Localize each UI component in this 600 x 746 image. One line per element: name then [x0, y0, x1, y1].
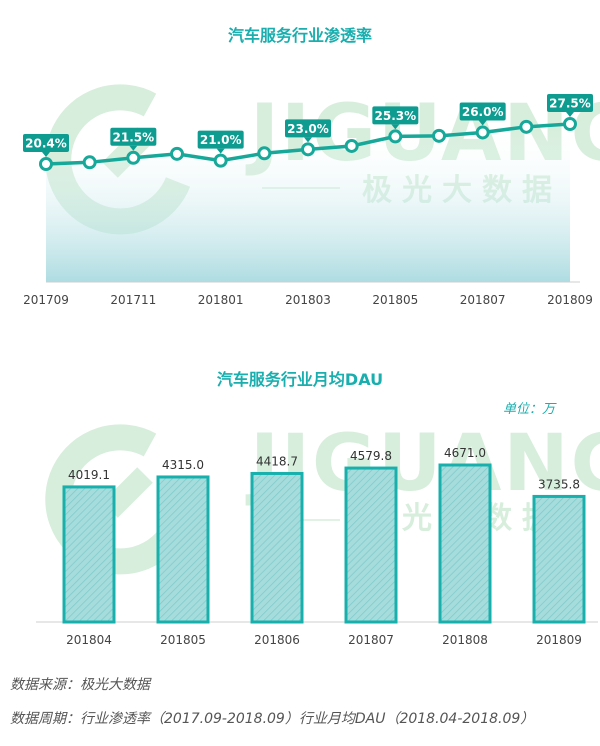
data-label-text: 21.0% — [200, 133, 242, 147]
x-tick-label: 201806 — [254, 633, 300, 647]
data-label-text: 23.0% — [287, 122, 329, 136]
data-label-pointer — [391, 124, 400, 130]
bar-value-label: 4019.1 — [68, 468, 110, 482]
data-label-pointer — [304, 137, 312, 143]
data-label-box — [23, 134, 69, 152]
bar-value-label: 4671.0 — [444, 446, 486, 460]
x-tick-label: 201805 — [372, 293, 418, 307]
bar — [344, 466, 398, 624]
x-tick-label: 201809 — [547, 293, 593, 307]
data-label-pointer — [216, 148, 225, 154]
data-point — [388, 129, 403, 144]
x-tick-label: 201801 — [198, 293, 244, 307]
data-point — [257, 146, 272, 161]
data-source: 数据来源：极光大数据 — [10, 677, 150, 693]
chart1-title: 汽车服务行业渗透率 — [227, 26, 372, 45]
data-label-box — [459, 102, 506, 121]
data-label-box — [285, 119, 331, 138]
x-tick-label: 201804 — [66, 633, 112, 647]
watermark-brand: JIGUANG — [245, 419, 600, 509]
dau-chart: JIGUANG极光大数据4019.1 201804 4315.0 201805 4418… — [36, 419, 600, 647]
data-point — [519, 119, 534, 134]
data-point — [475, 125, 490, 140]
bar — [438, 463, 492, 624]
data-label-text: 20.4% — [25, 137, 67, 151]
data-label-text: 21.5% — [113, 130, 155, 144]
bar-value-label: 4315.0 — [162, 458, 204, 472]
data-point — [432, 128, 446, 143]
data-period: 数据周期：行业渗透率（2017.09-2018.09）行业月均DAU（2018.… — [10, 711, 535, 727]
watermark-logo-icon — [102, 467, 153, 518]
data-label: 20.4% — [23, 134, 69, 157]
x-tick-label: 201709 — [23, 293, 69, 307]
data-point — [563, 117, 577, 131]
data-label: 23.0% — [285, 119, 331, 143]
bar — [156, 475, 210, 624]
penetration-chart: JIGUANG极光大数据20.4%21.5%21.0%23.0%25.3%26.… — [23, 84, 600, 307]
watermark: JIGUANG极光大数据 — [45, 419, 600, 575]
bar-value-label: 3735.8 — [538, 477, 580, 491]
bar — [250, 471, 304, 624]
data-label-pointer — [129, 145, 138, 151]
data-label-text: 25.3% — [375, 109, 417, 123]
x-tick-label: 201805 — [160, 633, 206, 647]
unit-label: 单位：万 — [502, 402, 555, 417]
data-label-box — [197, 130, 244, 149]
data-point — [39, 157, 53, 171]
x-tick-label: 201809 — [536, 633, 582, 647]
data-point — [82, 155, 97, 170]
bar — [62, 485, 116, 624]
data-label: 26.0% — [459, 102, 506, 126]
x-tick-label: 201711 — [110, 293, 156, 307]
data-label: 25.3% — [372, 106, 419, 130]
x-tick-label: 201807 — [460, 293, 506, 307]
watermark-logo-icon — [45, 424, 191, 575]
x-tick-label: 201807 — [348, 633, 394, 647]
data-point — [126, 150, 141, 165]
x-tick-label: 201803 — [285, 293, 331, 307]
area-fill — [46, 124, 570, 282]
data-label-pointer — [42, 152, 50, 157]
bar-value-label: 4418.7 — [256, 454, 298, 468]
chart2-title: 汽车服务行业月均DAU — [216, 370, 384, 389]
data-label-pointer — [478, 120, 487, 126]
data-label: 27.5% — [547, 94, 593, 117]
data-label-pointer — [566, 112, 574, 117]
data-label: 21.0% — [197, 130, 244, 154]
data-point — [344, 138, 359, 153]
data-point — [213, 153, 228, 168]
data-point — [301, 142, 315, 157]
bar — [532, 494, 586, 624]
data-label-box — [547, 94, 593, 112]
bar-value-label: 4579.8 — [350, 449, 392, 463]
data-label-box — [110, 127, 157, 146]
x-tick-label: 201808 — [442, 633, 488, 647]
data-label-box — [372, 106, 419, 125]
data-label: 21.5% — [110, 127, 157, 151]
data-label-text: 27.5% — [549, 97, 591, 111]
data-point — [170, 146, 184, 161]
data-label-text: 26.0% — [462, 105, 504, 119]
